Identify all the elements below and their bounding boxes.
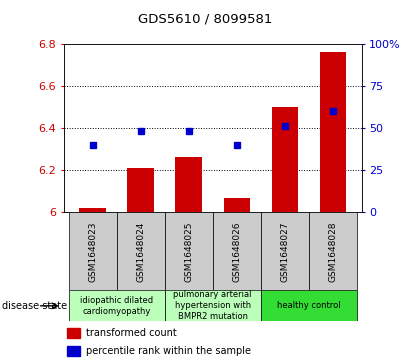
Bar — [272, 107, 298, 212]
Text: idiopathic dilated
cardiomyopathy: idiopathic dilated cardiomyopathy — [80, 296, 153, 316]
Text: GSM1648026: GSM1648026 — [232, 221, 241, 282]
Text: GDS5610 / 8099581: GDS5610 / 8099581 — [139, 13, 272, 26]
Text: pulmonary arterial
hypertension with
BMPR2 mutation: pulmonary arterial hypertension with BMP… — [173, 290, 252, 321]
Bar — [320, 52, 346, 212]
Bar — [67, 346, 80, 356]
Text: GSM1648027: GSM1648027 — [280, 221, 289, 282]
Bar — [117, 212, 165, 290]
Text: transformed count: transformed count — [86, 328, 177, 338]
Bar — [213, 212, 261, 290]
Text: healthy control: healthy control — [277, 301, 341, 310]
Bar — [67, 328, 80, 338]
Bar — [261, 290, 357, 321]
Bar — [175, 158, 202, 212]
Text: percentile rank within the sample: percentile rank within the sample — [86, 346, 251, 356]
Bar — [261, 212, 309, 290]
Bar — [309, 212, 357, 290]
Bar — [165, 212, 213, 290]
Bar — [127, 168, 154, 212]
Bar — [79, 208, 106, 212]
Text: GSM1648024: GSM1648024 — [136, 221, 145, 282]
Bar — [69, 290, 165, 321]
Bar — [69, 212, 117, 290]
Text: GSM1648023: GSM1648023 — [88, 221, 97, 282]
Bar — [165, 290, 261, 321]
Text: GSM1648025: GSM1648025 — [184, 221, 193, 282]
Bar — [224, 197, 250, 212]
Text: disease state: disease state — [2, 301, 67, 311]
Text: GSM1648028: GSM1648028 — [328, 221, 337, 282]
